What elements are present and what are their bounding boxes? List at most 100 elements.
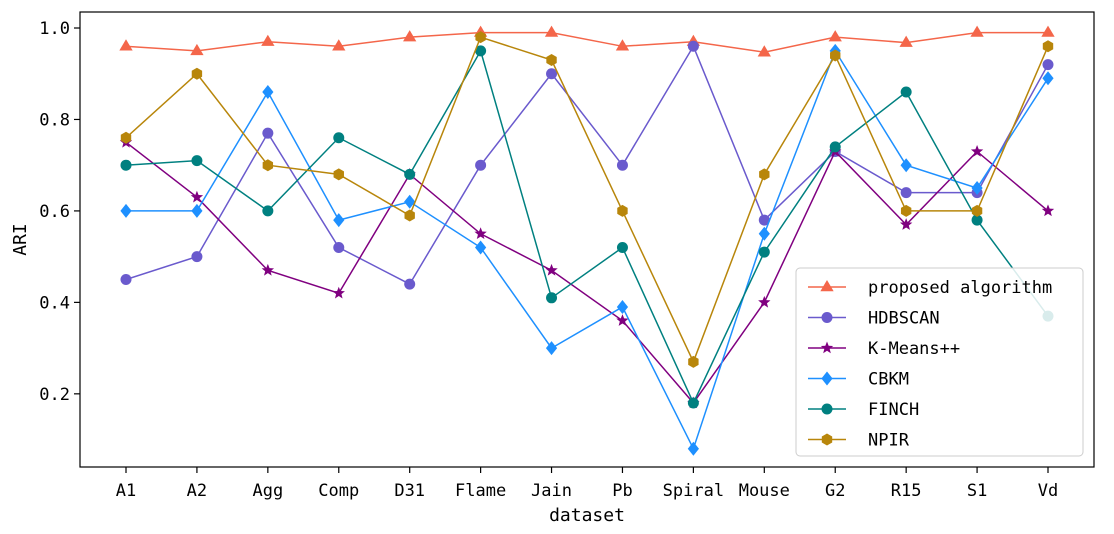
series-line <box>126 49 1049 451</box>
series-5 <box>120 31 1054 368</box>
x-tick-label: Comp <box>318 481 359 501</box>
data-point <box>333 132 345 144</box>
legend-item: HDBSCAN <box>808 309 940 329</box>
data-point <box>119 39 133 51</box>
x-tick-label: Flame <box>455 481 506 501</box>
data-point <box>261 34 275 46</box>
x-tick-label: R15 <box>891 481 922 501</box>
series-3 <box>120 43 1054 456</box>
data-point <box>970 25 984 37</box>
data-point <box>333 242 345 254</box>
data-point <box>191 203 203 218</box>
data-point <box>261 263 275 276</box>
series-line <box>125 48 1049 405</box>
legend-marker <box>821 403 833 415</box>
series-line <box>125 141 1049 405</box>
data-point <box>900 187 912 199</box>
data-point <box>544 25 559 37</box>
x-tick-label: Vd <box>1038 481 1058 501</box>
data-point <box>687 441 699 456</box>
data-point <box>120 131 132 144</box>
data-point <box>475 159 487 171</box>
data-point <box>332 39 346 51</box>
legend-marker <box>820 341 834 354</box>
legend: proposed algorithm HDBSCAN K-Means++ CBKM FI… <box>795 267 1084 457</box>
data-point <box>617 204 628 217</box>
data-point <box>688 355 699 368</box>
legend-marker <box>821 312 833 323</box>
x-axis-label: dataset <box>549 505 625 526</box>
data-point <box>758 295 771 308</box>
data-point <box>404 194 416 209</box>
x-tick-label: Spiral <box>663 481 724 501</box>
data-point <box>616 159 628 171</box>
data-point <box>333 213 345 228</box>
data-point <box>474 227 487 240</box>
legend-box <box>795 267 1084 457</box>
data-point <box>403 30 417 42</box>
legend-label: FINCH <box>868 400 919 420</box>
data-point <box>616 314 629 326</box>
legend-marker <box>820 280 834 292</box>
data-point <box>404 168 416 180</box>
data-point <box>191 67 203 80</box>
legend-label: NPIR <box>868 431 910 451</box>
series-4 <box>120 45 1054 409</box>
data-point <box>404 209 415 222</box>
x-tick-label: Jain <box>531 481 572 501</box>
series-layer <box>119 25 1055 456</box>
y-tick-label: 0.2 <box>39 385 70 405</box>
data-point <box>332 286 345 299</box>
x-tick-label: S1 <box>967 481 987 501</box>
x-tick-label: Pb <box>612 481 632 501</box>
data-point <box>475 240 487 255</box>
series-line <box>125 31 1048 54</box>
data-point <box>475 45 487 57</box>
data-point <box>546 54 557 67</box>
data-point <box>546 292 558 304</box>
x-tick-label: Mouse <box>739 481 790 501</box>
x-tick-label: A2 <box>187 481 207 501</box>
data-point <box>830 49 841 62</box>
y-tick-label: 1.0 <box>39 19 70 39</box>
data-point <box>545 263 558 276</box>
data-point <box>900 86 912 98</box>
x-tick-label: A1 <box>116 481 136 501</box>
y-tick-label: 0.8 <box>39 110 70 130</box>
series-line <box>125 36 1049 364</box>
data-point <box>899 35 913 47</box>
data-point <box>758 246 770 258</box>
data-point <box>971 214 983 226</box>
legend-item: CBKM <box>808 370 909 390</box>
x-tick-label: D31 <box>394 481 425 501</box>
data-point <box>191 155 203 167</box>
data-point <box>262 127 274 139</box>
data-point <box>758 214 770 226</box>
data-point <box>262 159 274 172</box>
data-point <box>899 218 913 230</box>
data-point <box>687 40 699 52</box>
x-tick-label: Agg <box>252 481 283 501</box>
data-point <box>475 31 486 44</box>
data-point <box>971 204 983 217</box>
legend-item: K-Means++ <box>808 339 960 359</box>
legend-item: NPIR <box>808 431 910 451</box>
data-point <box>404 278 416 290</box>
data-point <box>190 43 204 56</box>
data-point <box>757 45 771 57</box>
legend-marker <box>821 433 833 446</box>
legend-label: CBKM <box>868 370 909 390</box>
data-point <box>1041 25 1055 37</box>
data-point <box>120 274 132 286</box>
data-point <box>616 242 628 254</box>
y-tick-label: 0.6 <box>39 202 70 222</box>
data-point <box>120 159 132 171</box>
data-point <box>190 190 204 203</box>
data-point <box>1041 204 1055 217</box>
data-point <box>900 158 912 173</box>
legend-item: proposed algorithm <box>808 278 1052 298</box>
data-point <box>687 397 699 409</box>
data-point <box>970 144 984 157</box>
data-point <box>615 39 630 51</box>
